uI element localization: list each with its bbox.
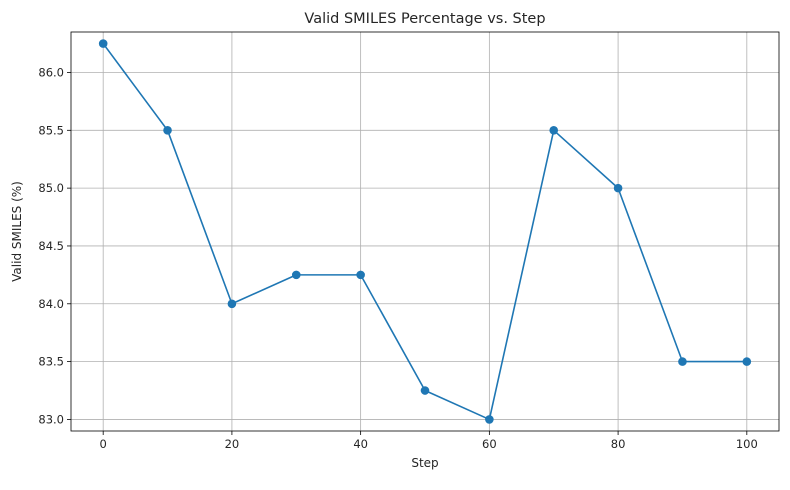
y-tick-label: 85.0 [38, 181, 64, 195]
x-tick-label: 0 [100, 437, 107, 451]
y-tick-label: 85.5 [38, 123, 64, 137]
data-point-marker [549, 126, 559, 135]
data-point-marker [613, 183, 623, 193]
data-point-marker [485, 415, 494, 424]
y-tick-label: 86.0 [38, 65, 64, 79]
data-series [98, 39, 752, 424]
data-point-marker [356, 270, 365, 280]
data-point-marker [163, 126, 172, 135]
data-point-marker [420, 386, 430, 395]
y-tick-label: 84.5 [38, 239, 64, 253]
data-point-marker [678, 357, 687, 366]
chart-title: Valid SMILES Percentage vs. Step [304, 11, 545, 27]
y-tick-label: 84.0 [38, 297, 64, 311]
x-tick-label: 80 [611, 437, 626, 451]
y-axis-label: Valid SMILES (%) [10, 181, 24, 282]
y-axis-ticks: 83.0 83.5 84.0 84.5 85.0 85.5 86.0 [38, 65, 71, 426]
data-point-marker [291, 270, 301, 280]
data-point-marker [98, 39, 108, 48]
x-axis-label: Step [411, 456, 438, 470]
data-point-marker [742, 357, 752, 366]
x-tick-label: 20 [225, 437, 240, 451]
x-tick-label: 100 [736, 437, 758, 451]
y-tick-label: 83.0 [38, 412, 64, 426]
plot-area-frame [70, 31, 780, 432]
x-tick-label: 60 [482, 437, 497, 451]
x-tick-label: 40 [353, 437, 368, 451]
x-axis-ticks: 0 20 40 60 80 100 [100, 431, 758, 451]
y-tick-label: 83.5 [38, 355, 64, 369]
data-point-marker [227, 299, 237, 309]
